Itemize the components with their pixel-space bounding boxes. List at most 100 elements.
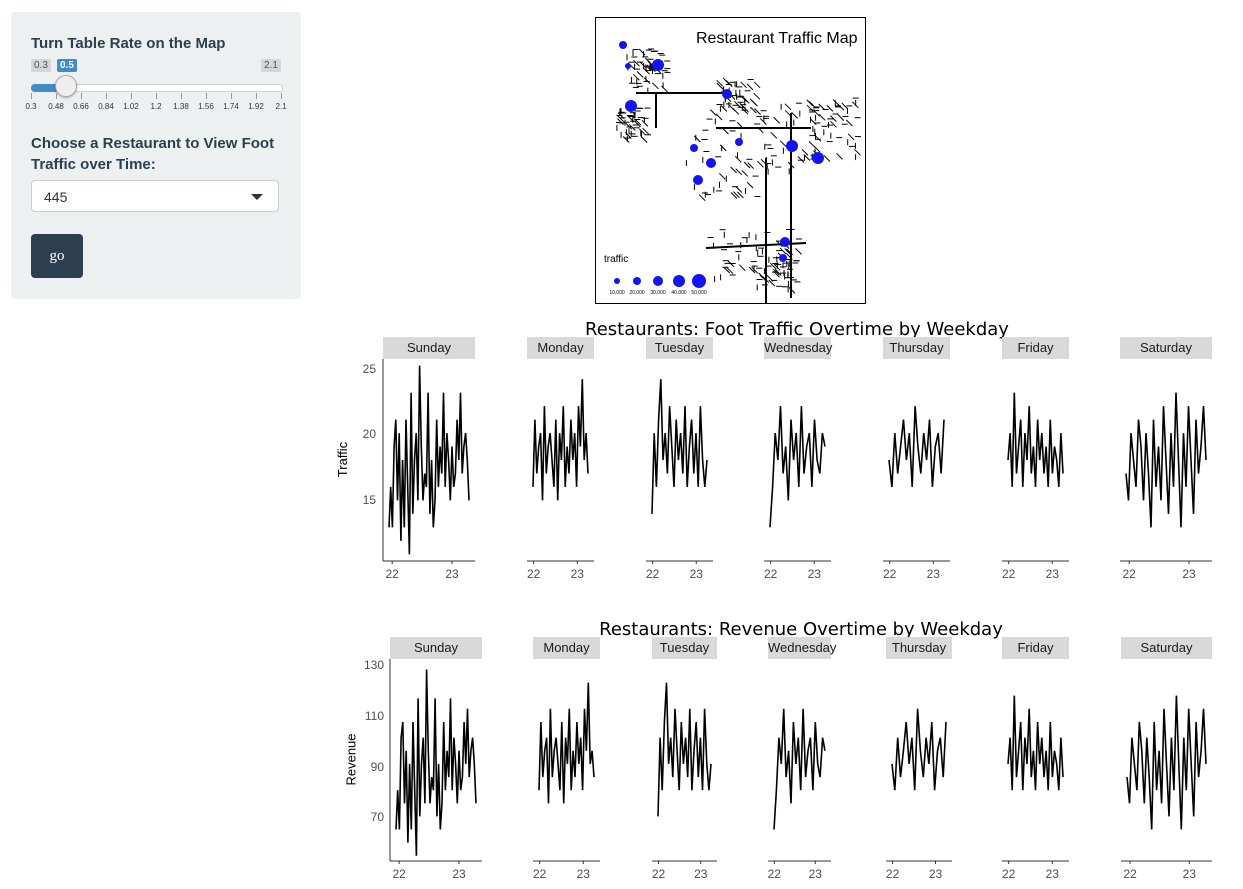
map-road-segment bbox=[643, 67, 651, 75]
facet-series-line bbox=[1007, 392, 1064, 487]
map-legend-point bbox=[633, 277, 641, 285]
map-restaurant-point bbox=[619, 41, 627, 49]
map-road-segment bbox=[720, 105, 728, 112]
map-legend-label: 30,000 bbox=[650, 290, 666, 296]
map-road-segment bbox=[770, 131, 778, 139]
map-restaurant-point bbox=[779, 254, 787, 262]
revenue-y-tick-label: 130 bbox=[363, 658, 384, 672]
map-restaurant-point bbox=[780, 237, 790, 247]
map-road-segment bbox=[841, 102, 849, 110]
map-road-segment bbox=[617, 112, 625, 120]
map-road-segment bbox=[773, 268, 780, 276]
slider-tick bbox=[131, 93, 132, 99]
map-road-segment bbox=[638, 48, 646, 56]
slider-tick-label: 1.2 bbox=[150, 102, 162, 111]
map-legend-title: traffic bbox=[604, 254, 629, 265]
map-road-segment bbox=[733, 191, 740, 198]
facet-x-tick-label: 23 bbox=[926, 567, 940, 581]
map-road-segment bbox=[719, 144, 727, 152]
facet-strip: Tuesday bbox=[652, 637, 717, 659]
revenue-y-tick-label: 90 bbox=[370, 760, 384, 774]
map-road-network bbox=[616, 48, 861, 303]
map-road-segment bbox=[645, 57, 652, 65]
slider-fill bbox=[31, 84, 66, 92]
map-road-segment bbox=[734, 101, 741, 108]
facet-x-tick-label: 23 bbox=[807, 567, 821, 581]
facet-x-tick-label: 22 bbox=[764, 567, 778, 581]
map-road-segment bbox=[754, 108, 761, 115]
facet-x-tick-label: 22 bbox=[767, 867, 781, 881]
map-restaurant-point bbox=[812, 152, 824, 164]
revenue-y-tick-label: 70 bbox=[370, 810, 384, 824]
map-road-segment bbox=[845, 119, 853, 127]
map-road-segment bbox=[753, 92, 761, 100]
go-button[interactable]: go bbox=[31, 234, 83, 278]
facet-strip: Friday bbox=[1002, 637, 1069, 659]
facet-x-tick-label: 22 bbox=[385, 567, 399, 581]
map-road-segment bbox=[716, 82, 724, 90]
map-road-segment bbox=[797, 156, 805, 163]
map-road-segment bbox=[757, 160, 764, 168]
map-road-segment bbox=[803, 154, 811, 161]
facet-series-line bbox=[538, 682, 595, 804]
map-road-segment bbox=[746, 181, 754, 189]
slider-handle[interactable] bbox=[55, 75, 77, 97]
map-road-segment bbox=[729, 104, 736, 112]
map-road-segment bbox=[715, 113, 723, 121]
map-restaurant-point bbox=[786, 140, 798, 152]
facet-x-tick-label: 22 bbox=[1002, 867, 1016, 881]
facet-series-line bbox=[657, 682, 712, 817]
map-road-segment bbox=[830, 120, 837, 128]
facet-x-tick-label: 23 bbox=[445, 567, 459, 581]
slider-tick bbox=[206, 93, 207, 99]
map-road-segment bbox=[742, 96, 750, 104]
traffic-y-tick-label: 15 bbox=[362, 493, 376, 507]
map-road-segment bbox=[641, 120, 649, 127]
slider-tick bbox=[56, 93, 57, 99]
slider-tick bbox=[281, 93, 282, 99]
facet-strip: Wednesday bbox=[764, 337, 832, 359]
map-road-segment bbox=[751, 266, 759, 274]
map-road-segment bbox=[747, 162, 755, 170]
slider-value-badge: 0.5 bbox=[57, 59, 77, 72]
facet-x-tick-label: 22 bbox=[1002, 567, 1016, 581]
facet-x-tick-label: 23 bbox=[1045, 867, 1059, 881]
facet-x-tick-label: 22 bbox=[885, 867, 900, 881]
map-road-segment bbox=[746, 83, 754, 91]
map-road-segment bbox=[726, 267, 734, 275]
map-road-segment bbox=[779, 140, 787, 148]
facet-x-tick-label: 22 bbox=[1122, 567, 1136, 581]
slider-label: Turn Table Rate on the Map bbox=[31, 35, 226, 52]
facet-x-tick-label: 23 bbox=[694, 867, 708, 881]
map-road-segment bbox=[791, 112, 798, 119]
facet-strip: Sunday bbox=[390, 637, 482, 659]
select-label: Choose a Restaurant to View Foot Traffic… bbox=[31, 135, 275, 173]
facet-strip: Saturday bbox=[1120, 337, 1212, 359]
map-road-segment bbox=[768, 279, 776, 287]
map-road-segment bbox=[634, 120, 641, 128]
map-road-segment bbox=[759, 118, 767, 125]
facet-strip: Wednesday bbox=[768, 637, 836, 659]
facet-x-tick-label: 22 bbox=[527, 567, 541, 581]
restaurant-select[interactable]: 445 bbox=[31, 180, 279, 212]
map-restaurant-point bbox=[652, 59, 664, 71]
map-road-segment bbox=[823, 155, 831, 162]
map-road-segment bbox=[639, 128, 646, 136]
map-road-segment bbox=[773, 270, 780, 278]
map-road-segment bbox=[753, 81, 761, 89]
facet-x-tick-label: 23 bbox=[1045, 567, 1059, 581]
facet-series-line bbox=[651, 379, 708, 514]
map-legend-label: 10,000 bbox=[609, 290, 625, 296]
map-road-segment bbox=[735, 168, 743, 176]
revenue-y-tick-label: 110 bbox=[364, 709, 384, 723]
map-restaurant-point bbox=[735, 138, 743, 146]
slider-tick-label: 1.92 bbox=[248, 102, 264, 111]
map-legend-label: 50,000 bbox=[691, 290, 707, 296]
map-road-segment bbox=[784, 248, 792, 255]
map-road-segment bbox=[847, 133, 855, 141]
map-road-segment bbox=[779, 247, 787, 255]
map-road-segment bbox=[730, 166, 737, 174]
map-legend-point bbox=[673, 275, 685, 287]
slider-tick-label: 0.84 bbox=[98, 102, 114, 111]
facet-x-tick-label: 23 bbox=[808, 867, 822, 881]
